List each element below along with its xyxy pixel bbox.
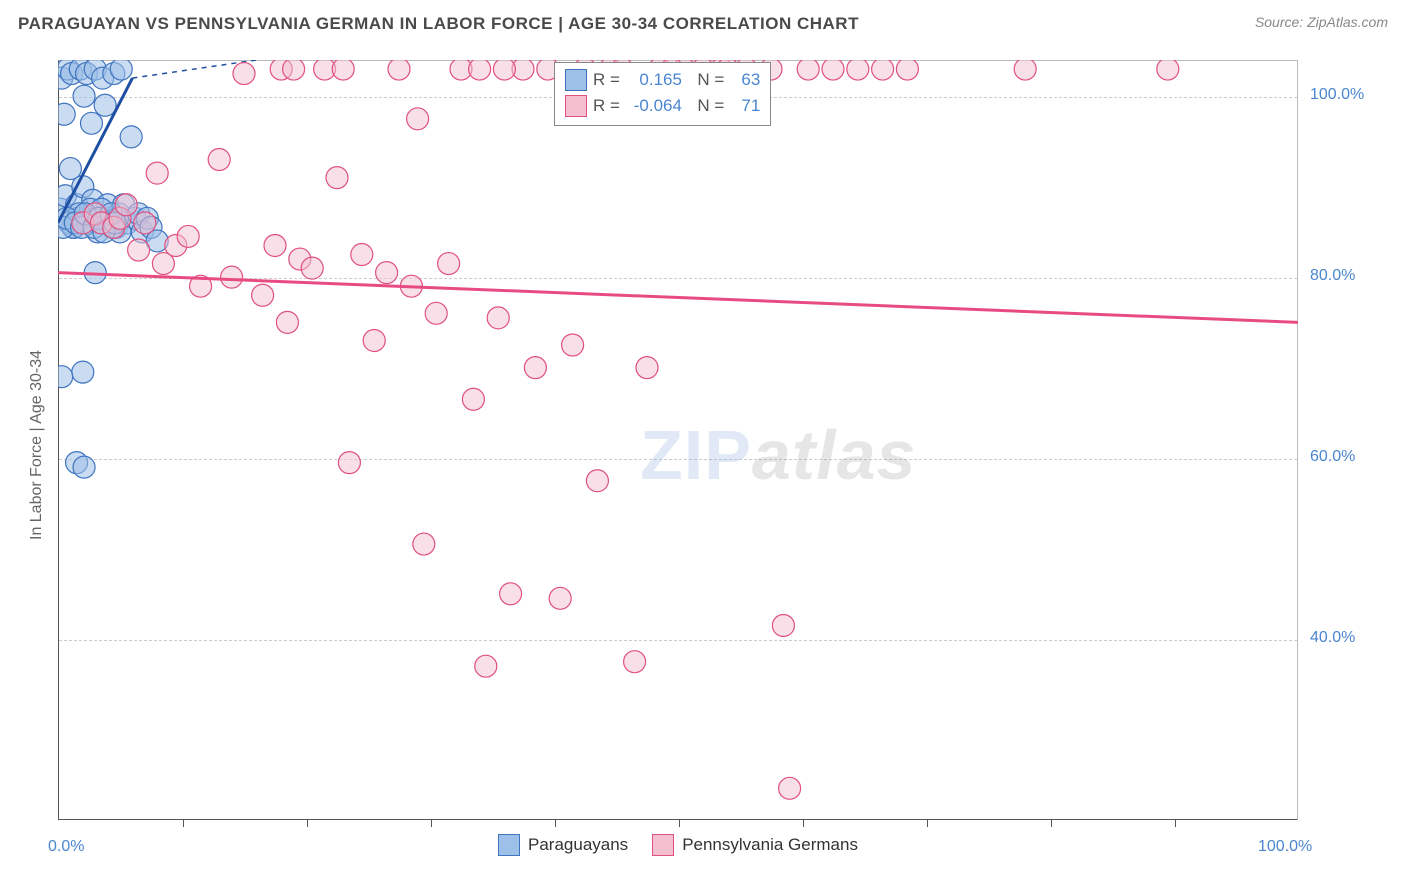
r-value-1: 0.165 bbox=[626, 67, 682, 93]
plot-area bbox=[58, 60, 1298, 820]
r-label: R = bbox=[593, 67, 620, 93]
legend-item-2: Pennsylvania Germans bbox=[652, 834, 858, 856]
n-label: N = bbox=[688, 93, 724, 119]
n-value-1: 63 bbox=[730, 67, 760, 93]
chart-source: Source: ZipAtlas.com bbox=[1255, 14, 1388, 30]
n-value-2: 71 bbox=[730, 93, 760, 119]
swatch-series-1 bbox=[565, 69, 587, 91]
stats-row-1: R = 0.165 N = 63 bbox=[565, 67, 760, 93]
y-tick-label: 60.0% bbox=[1310, 448, 1355, 466]
legend-swatch-2 bbox=[652, 834, 674, 856]
chart-title: PARAGUAYAN VS PENNSYLVANIA GERMAN IN LAB… bbox=[18, 14, 859, 34]
swatch-series-2 bbox=[565, 95, 587, 117]
stats-legend: R = 0.165 N = 63 R = -0.064 N = 71 bbox=[554, 62, 771, 126]
x-min-label: 0.0% bbox=[48, 838, 84, 856]
r-value-2: -0.064 bbox=[626, 93, 682, 119]
y-axis-label: In Labor Force | Age 30-34 bbox=[28, 350, 46, 540]
x-max-label: 100.0% bbox=[1258, 838, 1312, 856]
r-label: R = bbox=[593, 93, 620, 119]
y-tick-label: 40.0% bbox=[1310, 629, 1355, 647]
n-label: N = bbox=[688, 67, 724, 93]
bottom-legend: Paraguayans Pennsylvania Germans bbox=[498, 834, 858, 856]
chart-header: PARAGUAYAN VS PENNSYLVANIA GERMAN IN LAB… bbox=[0, 0, 1406, 48]
y-tick-label: 100.0% bbox=[1310, 86, 1364, 104]
y-tick-label: 80.0% bbox=[1310, 267, 1355, 285]
legend-item-1: Paraguayans bbox=[498, 834, 628, 856]
legend-swatch-1 bbox=[498, 834, 520, 856]
legend-label-2: Pennsylvania Germans bbox=[682, 835, 858, 855]
legend-label-1: Paraguayans bbox=[528, 835, 628, 855]
stats-row-2: R = -0.064 N = 71 bbox=[565, 93, 760, 119]
